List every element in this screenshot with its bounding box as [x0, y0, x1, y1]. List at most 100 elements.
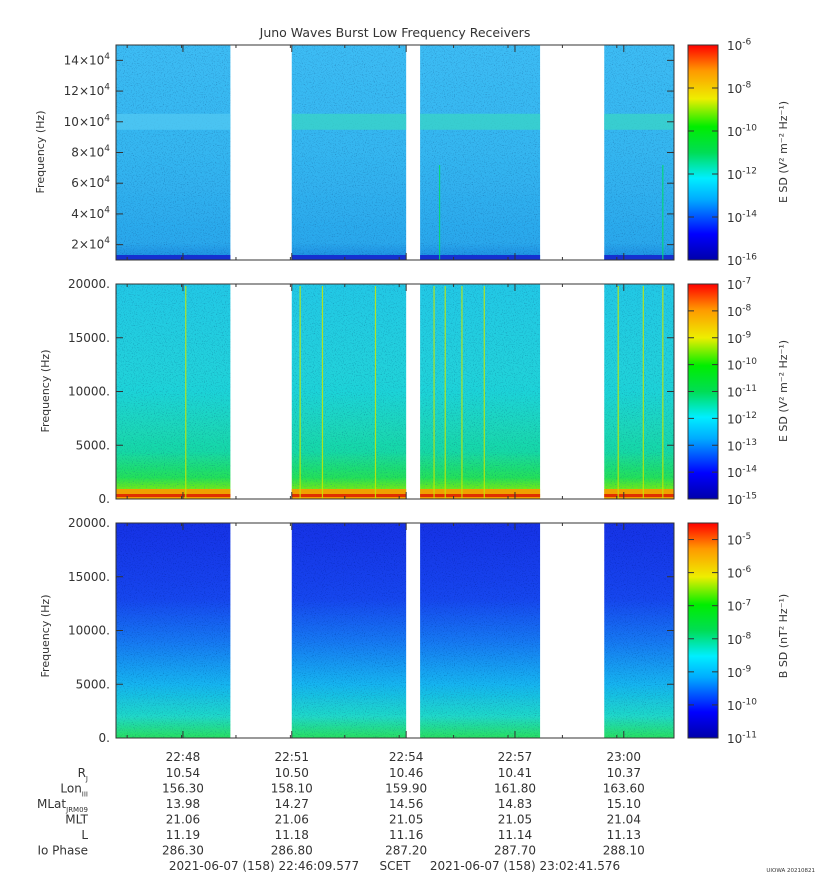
time-tick-label: 22:57: [498, 750, 533, 764]
colorbar-label: E SD (V² m⁻² Hz⁻¹): [777, 340, 790, 442]
data-segment: [291, 523, 407, 738]
ephemeris-value: 11.14: [498, 828, 532, 842]
ephemeris-value: 21.05: [498, 813, 532, 827]
y-tick-label: 6×104: [71, 175, 110, 190]
colorbar-tick-label: 10-16: [727, 253, 757, 268]
data-segment: [116, 284, 231, 499]
y-axis-label: Frequency (Hz): [39, 350, 52, 433]
colorbar-tick-label: 10-7: [727, 277, 751, 292]
colorbar-tick-label: 10-11: [727, 384, 757, 399]
y-tick-label: 4×104: [71, 206, 110, 221]
data-segment: [420, 523, 541, 738]
y-axis-label: Frequency (Hz): [39, 595, 52, 678]
colorbar-scale: [687, 44, 719, 261]
ephemeris-row-label: MLT: [65, 813, 88, 827]
y-tick-label: 0.: [99, 731, 110, 745]
footer-start-time: 2021-06-07 (158) 22:46:09.577: [169, 859, 359, 873]
ephemeris-value: 21.05: [389, 813, 423, 827]
ephemeris-value: 286.80: [271, 844, 313, 858]
time-axis-labels: 22:48 22:51 22:54 22:57 23:00: [166, 750, 641, 764]
data-segment: [604, 45, 674, 260]
low-freq-emission: [291, 494, 407, 497]
ephemeris-row-label: RJ: [78, 766, 88, 783]
time-tick-label: 22:51: [274, 750, 309, 764]
ephemeris-value: 11.16: [389, 828, 423, 842]
time-tick-label: 22:48: [166, 750, 201, 764]
emission-band: [420, 113, 541, 130]
footer-scet: SCET: [380, 859, 412, 873]
ephemeris-value: 14.83: [498, 797, 532, 811]
colorbar-label: B SD (nT² Hz⁻¹): [777, 594, 790, 678]
ephemeris-value: 156.30: [162, 782, 204, 796]
plot-area: [116, 284, 674, 499]
y-tick-label: 5000.: [76, 677, 110, 691]
ephemeris-value: 10.46: [389, 766, 423, 780]
ephemeris-value: 13.98: [166, 797, 200, 811]
y-tick-label: 14×104: [64, 52, 111, 67]
ephemeris-value: 10.41: [498, 766, 532, 780]
figure-title: Juno Waves Burst Low Frequency Receivers: [259, 25, 531, 40]
colorbar-tick-label: 10-6: [727, 38, 752, 53]
ephemeris-row-label: LonIII: [60, 782, 88, 799]
noise-floor: [420, 255, 541, 260]
colorbar-tick-label: 10-15: [727, 492, 757, 507]
colorbar-tick-label: 10-14: [727, 465, 757, 480]
y-tick-label: 15000.: [68, 331, 110, 345]
footer: 2021-06-07 (158) 22:46:09.577 SCET 2021-…: [169, 859, 815, 874]
ephemeris-value: 10.54: [166, 766, 200, 780]
y-axis: 2×104 4×104 6×104 8×104 10×104 12×104 14×104: [64, 52, 674, 252]
colorbar-tick-label: 10-8: [727, 303, 752, 318]
ephemeris-value: 159.90: [385, 782, 427, 796]
data-segment: [420, 284, 541, 499]
panel-e-high: 2×104 4×104 6×104 8×104 10×104 12×104 14×104 F…: [34, 38, 790, 268]
colorbar-tick-label: 10-12: [727, 167, 757, 182]
ephemeris-value: 163.60: [603, 782, 645, 796]
noise-floor: [116, 255, 231, 260]
ephemeris-value: 21.06: [166, 813, 200, 827]
colorbar-tick-label: 10-8: [727, 81, 752, 96]
colorbar-tick-label: 10-9: [727, 664, 752, 679]
y-tick-label: 12×104: [64, 83, 111, 98]
colorbar-tick-label: 10-12: [727, 411, 757, 426]
y-tick-label: 2×104: [71, 236, 110, 251]
colorbar-tick-label: 10-6: [727, 565, 752, 580]
panel-e-low: 0. 5000. 10000. 15000. 20000. Frequency (Hz)…: [39, 277, 790, 507]
y-axis: 0. 5000. 10000. 15000. 20000.: [68, 277, 674, 506]
colorbar-label: E SD (V² m⁻² Hz⁻¹): [777, 101, 790, 203]
data-segment: [420, 45, 541, 260]
y-tick-label: 0.: [99, 492, 110, 506]
ephemeris-value: 287.20: [385, 844, 427, 858]
low-freq-emission: [420, 494, 541, 497]
y-tick-label: 10×104: [64, 113, 111, 128]
data-segment: [291, 284, 407, 499]
x-ticks: [126, 523, 625, 738]
colorbar-tick-label: 10-10: [727, 698, 757, 713]
ephemeris-value: 11.18: [275, 828, 309, 842]
colorbar: 10-5 10-6 10-7 10-8 10-9 10-10 10-11: [687, 522, 757, 746]
x-ticks: [126, 284, 625, 499]
time-tick-label: 23:00: [606, 750, 641, 764]
data-segment: [116, 45, 231, 260]
y-tick-label: 5000.: [76, 438, 110, 452]
ephemeris-row-label: L: [81, 828, 88, 842]
panel-b-low: 0. 5000. 10000. 15000. 20000. Frequency (Hz)…: [39, 516, 790, 746]
colorbar-tick-label: 10-10: [727, 124, 757, 139]
colorbar-tick-label: 10-9: [727, 330, 752, 345]
ephemeris-row-label: Io Phase: [37, 844, 88, 858]
x-ticks: [126, 45, 625, 260]
ephemeris-value: 21.06: [275, 813, 309, 827]
ephemeris-value: 21.04: [607, 813, 641, 827]
ephemeris-value: 10.37: [607, 766, 641, 780]
emission-band: [291, 113, 407, 130]
ephemeris-value: 11.13: [607, 828, 641, 842]
low-freq-emission: [604, 494, 674, 497]
colorbar-tick-label: 10-5: [727, 532, 751, 547]
ephemeris-value: 14.56: [389, 797, 423, 811]
ephemeris-value: 161.80: [494, 782, 536, 796]
data-segment: [291, 45, 407, 260]
data-segment: [604, 523, 674, 738]
ephemeris-value: 11.19: [166, 828, 200, 842]
colorbar: 10-6 10-8 10-10 10-12 10-14 10-16: [687, 38, 757, 268]
